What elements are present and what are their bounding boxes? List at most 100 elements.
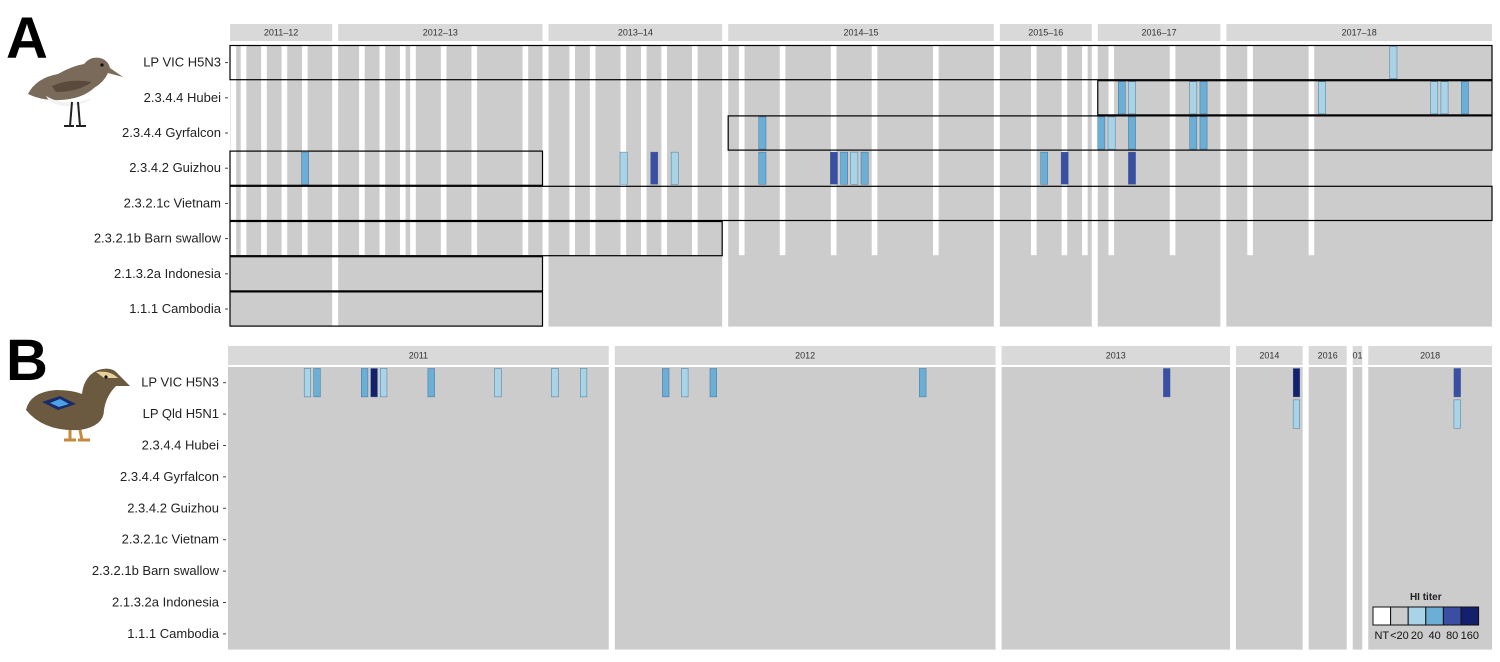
row-label-2-3-4-2-guizhou: 2.3.4.2 Guizhou [127,500,219,515]
titer-cell [580,368,588,398]
titer-cell [758,116,767,150]
titer-cell [1199,116,1208,150]
facet-label: 2013 [1106,351,1126,361]
titer-cell [1189,81,1198,115]
titer-cell [1128,81,1136,115]
tested-range-box [1097,80,1493,116]
facet-label: 2013–14 [618,28,653,38]
facet-label: 2011 [409,351,428,361]
legend-label: NT [1374,630,1389,642]
legend-swatch-40 [1425,606,1444,626]
facet-panel-bg [614,367,996,650]
tested-range-box [229,256,544,292]
facet-label: 2014–15 [843,28,878,38]
legend-label: <20 [1390,630,1409,642]
titer-cell [1128,116,1136,150]
legend-swatch-nt [1372,606,1392,626]
row-label-2-3-4-2-guizhou: 2.3.4.2 Guizhou [129,160,221,175]
legend-label: 40 [1428,630,1440,642]
row-label-2-1-3-2a-indonesia: 2.1.3.2a Indonesia [112,595,220,610]
facet-panel-bg [1236,367,1303,650]
facet-label: 2012 [795,351,815,361]
titer-cell [1163,368,1171,398]
panel-a: 2011–12 2012–13 2013–14 2014–15 2015–16 2016–… [94,24,1493,327]
facet-panel-bg [1001,367,1231,650]
legend-swatch-160 [1460,606,1480,626]
titer-cell [850,151,859,185]
titer-cell [1107,116,1116,150]
facet-panel-bg [1308,367,1347,650]
titer-cell [313,368,321,398]
facet-strip [548,24,723,41]
row-label-lp-vic-h5n3: LP VIC H5N3 [143,55,221,70]
facet-label: 2012–13 [423,28,458,38]
legend-title: HI titer [1410,592,1442,603]
facet-strip [1001,346,1231,365]
titer-cell [301,151,309,185]
titer-cell [1128,151,1136,185]
titer-cell [303,368,312,398]
row-label-2-3-2-1c-vietnam: 2.3.2.1c Vietnam [124,195,221,210]
tested-range-box [229,150,544,186]
facet-panel-bg [228,367,609,650]
titer-cell [1292,368,1300,398]
panel-a-label: A [6,6,48,71]
not-tested-cell [589,46,596,256]
titer-cell [840,151,848,185]
facet-strip [999,24,1092,41]
facet-strip [614,346,996,365]
row-label-1-1-1-cambodia: 1.1.1 Cambodia [127,626,220,641]
titer-cell [1060,151,1069,185]
titer-cell [1199,81,1208,115]
row-label-lp-vic-h5n3: LP VIC H5N3 [141,375,219,390]
facet-label: 2016–17 [1142,28,1177,38]
facet-strip [1368,346,1492,365]
facet-strip [338,24,543,41]
not-tested-cell [640,46,647,256]
facet-label: 2014 [1259,351,1279,361]
titer-cell [681,368,689,398]
sandpiper-icon [28,57,123,127]
titer-cell [1292,399,1300,429]
titer-cell [919,368,927,398]
facet-label: 2017–18 [1342,28,1377,38]
titer-cell [494,368,502,398]
legend-swatch-80 [1442,606,1462,626]
panel-b-label: B [6,328,48,393]
titer-cell [830,151,838,185]
titer-cell [1318,81,1326,115]
facet-strip [230,24,333,41]
titer-cell [427,368,435,398]
tested-range-box [229,185,1493,222]
facet-strip [1308,346,1347,365]
titer-cell [860,151,869,185]
legend-swatch-20 [1407,606,1427,626]
panel-b: 2011 2012 2013 2014 2016 01 2018 LP VIC H5N3 LP … [92,346,1492,650]
tested-range-box [727,115,1493,151]
titer-cell [1440,81,1449,115]
titer-cell [370,368,378,398]
not-tested-cell [569,46,576,256]
row-label-2-3-4-4-hubei: 2.3.4.4 Hubei [144,90,221,105]
titer-cell [1040,151,1049,185]
titer-cell [1430,81,1439,115]
row-label-1-1-1-cambodia: 1.1.1 Cambodia [129,301,222,316]
row-label-2-3-4-4-hubei: 2.3.4.4 Hubei [142,438,219,453]
titer-cell [380,368,388,398]
row-label-2-3-4-4-gyrfalcon: 2.3.4.4 Gyrfalcon [120,469,219,484]
titer-cell [361,368,369,398]
legend-label: 160 [1461,630,1479,642]
row-label-2-3-4-4-gyrfalcon: 2.3.4.4 Gyrfalcon [122,125,221,140]
titer-cell [1453,399,1461,429]
titer-cell [1461,81,1469,115]
tested-range-box [229,291,544,327]
facet-panel-bg [1368,367,1492,650]
legend-swatch-20 [1390,606,1409,626]
facet-panel-bg [1352,367,1363,650]
titer-cell [670,151,679,185]
titer-cell [1097,116,1106,150]
not-tested-cell [620,46,627,256]
titer-cell [650,151,659,185]
row-label-2-3-2-1b-barn-swallow: 2.3.2.1b Barn swallow [94,231,222,246]
facet-label: 2015–16 [1028,28,1063,38]
